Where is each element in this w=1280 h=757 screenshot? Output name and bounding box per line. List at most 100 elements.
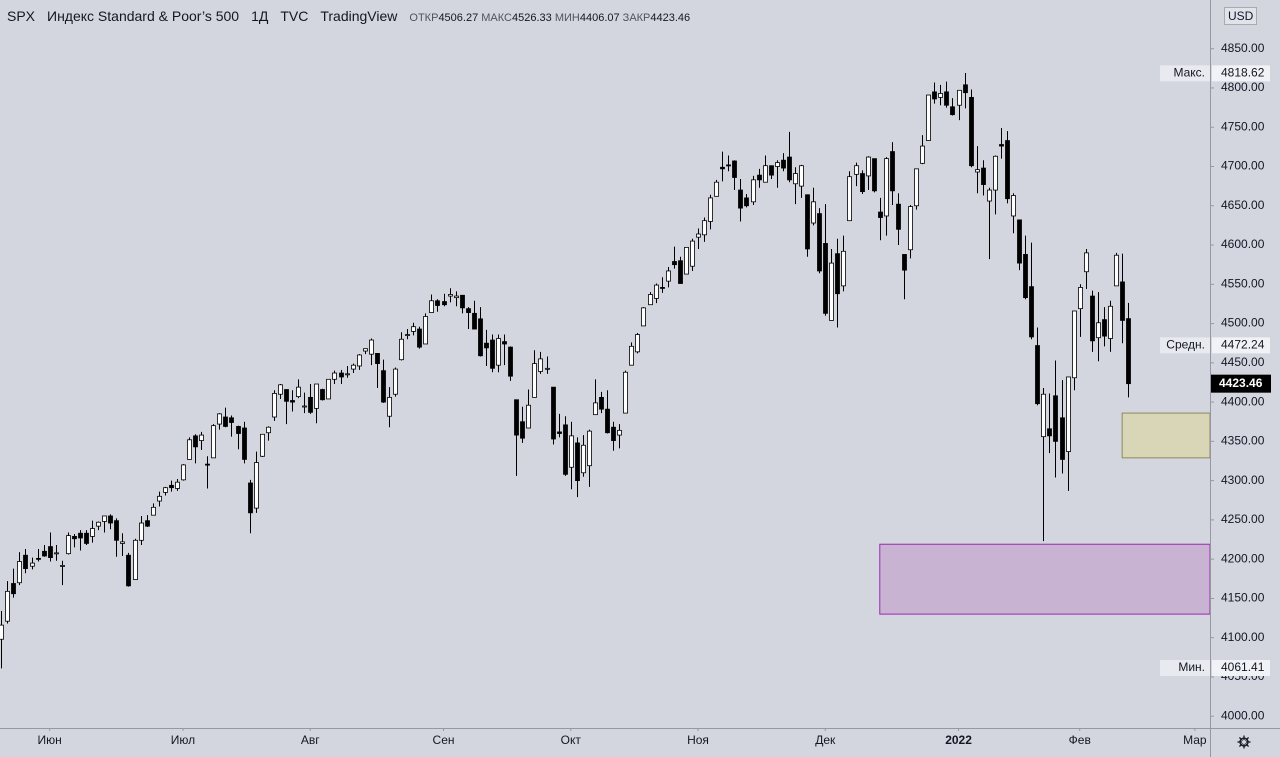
candle-body xyxy=(520,421,525,439)
candle-body xyxy=(1017,219,1022,264)
annotation-label-bg xyxy=(1160,65,1210,82)
candle-body xyxy=(1084,252,1089,273)
candle-body xyxy=(272,393,277,418)
candle-body xyxy=(1114,254,1119,287)
candle-body xyxy=(641,307,646,327)
currency-button[interactable]: USD xyxy=(1224,7,1258,25)
candle-body xyxy=(54,552,59,555)
candle-body xyxy=(732,160,737,178)
candle-body xyxy=(308,396,313,413)
candle-body xyxy=(1072,310,1077,379)
zone xyxy=(1121,412,1211,459)
candle-body xyxy=(617,429,622,436)
candle-body xyxy=(1120,281,1125,321)
candle-body xyxy=(1078,287,1083,310)
candle-body xyxy=(351,364,356,370)
candle-body xyxy=(660,287,665,289)
candle-body xyxy=(23,554,28,569)
candle-body xyxy=(1096,322,1101,339)
ohlc-value: 4423.46 xyxy=(650,12,691,24)
candle-body xyxy=(320,389,325,401)
candle-body xyxy=(90,528,95,537)
y-tick-label: 4550.00 xyxy=(1221,276,1265,290)
candle-body xyxy=(478,318,483,357)
candle-body xyxy=(442,301,447,306)
candle-body xyxy=(738,189,743,209)
exchange: TVC xyxy=(280,8,309,24)
candle-body xyxy=(36,557,41,560)
last-price: 4423.46 xyxy=(1219,376,1263,390)
y-tick-label: 4200.00 xyxy=(1221,551,1265,565)
candle-body xyxy=(902,254,907,271)
candle-body xyxy=(199,434,204,441)
x-tick-label: Мар xyxy=(1183,733,1207,747)
candle-body xyxy=(763,165,768,183)
candle-body xyxy=(187,439,192,460)
zone xyxy=(879,543,1211,615)
candle-body xyxy=(769,165,774,176)
candle-body xyxy=(296,386,301,397)
candle-body xyxy=(1102,319,1107,337)
interval[interactable]: 1Д xyxy=(251,8,269,24)
x-tick-label: Сен xyxy=(433,733,455,747)
candle-body xyxy=(345,373,350,376)
x-tick-label: Ноя xyxy=(687,733,709,747)
candle-body xyxy=(666,270,671,282)
candle-body xyxy=(405,334,410,336)
annotation-label: Средн. xyxy=(1166,338,1205,352)
annotation-label: Мин. xyxy=(1178,660,1205,674)
candle-body xyxy=(1053,395,1058,442)
candle-body xyxy=(623,371,628,414)
candle-body xyxy=(217,413,222,425)
candle-body xyxy=(860,173,865,193)
y-tick-label: 4100.00 xyxy=(1221,630,1265,644)
candle-body xyxy=(696,233,701,238)
y-tick-label: 4350.00 xyxy=(1221,434,1265,448)
candle-body xyxy=(454,295,459,299)
candle-body xyxy=(1066,376,1071,452)
y-tick-label: 4450.00 xyxy=(1221,355,1265,369)
annotation-value: 4472.24 xyxy=(1221,338,1265,352)
candle-body xyxy=(957,89,962,106)
x-tick-label: Июл xyxy=(171,733,195,747)
candle-body xyxy=(266,426,271,434)
candle-body xyxy=(1060,417,1065,460)
settings-icon[interactable] xyxy=(1237,735,1251,749)
candle-body xyxy=(175,481,180,489)
candle-body xyxy=(357,354,362,367)
candle-body xyxy=(339,372,344,378)
candle-body xyxy=(472,312,477,330)
candle-body xyxy=(938,93,943,98)
candle-body xyxy=(369,339,374,355)
candle-body xyxy=(1005,140,1010,200)
candle-body xyxy=(387,396,392,417)
candle-body xyxy=(569,435,574,468)
ohlc-value: 4406.07 xyxy=(579,12,620,24)
candle-body xyxy=(811,201,816,224)
candle-body xyxy=(514,399,519,436)
candle-body xyxy=(708,197,713,222)
candle-body xyxy=(581,444,586,474)
candle-body xyxy=(508,346,513,377)
candle-body xyxy=(78,532,83,539)
candle-body xyxy=(690,240,695,267)
candle-body xyxy=(314,383,319,409)
candle-body xyxy=(884,158,889,217)
y-tick-label: 4000.00 xyxy=(1221,708,1265,722)
candle-body xyxy=(381,370,386,403)
candle-body xyxy=(635,334,640,353)
candle-body xyxy=(1041,393,1046,438)
candle-body xyxy=(672,261,677,266)
ohlc-value: 4506.27 xyxy=(438,12,479,24)
x-tick-label: 2022 xyxy=(945,733,972,747)
candle-body xyxy=(284,389,289,402)
candle-body xyxy=(157,495,162,502)
candle-body xyxy=(278,384,283,395)
candle-body xyxy=(678,260,683,284)
candle-body xyxy=(835,253,840,295)
candle-body xyxy=(502,341,507,345)
candle-body xyxy=(399,338,404,361)
annotation-label: Макс. xyxy=(1173,66,1205,80)
candle-body xyxy=(799,165,804,187)
candle-body xyxy=(975,169,980,173)
